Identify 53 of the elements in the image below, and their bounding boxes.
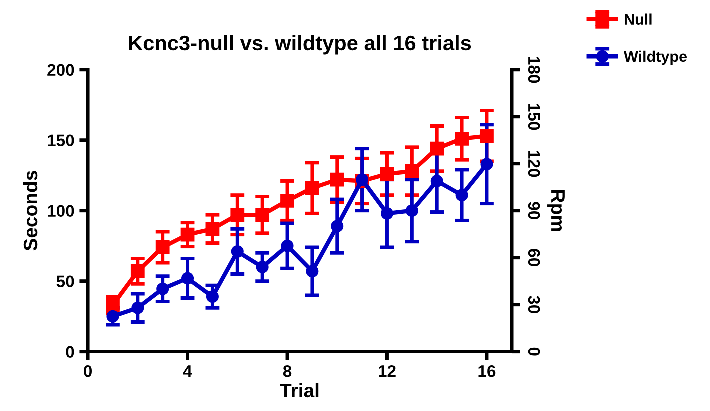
point xyxy=(156,240,170,254)
point xyxy=(230,208,245,222)
point xyxy=(281,240,294,252)
point xyxy=(331,220,344,233)
y2-tick-label: 0 xyxy=(528,348,540,356)
point xyxy=(405,164,420,178)
point xyxy=(305,181,320,196)
point xyxy=(132,302,144,314)
y-tick-label: 50 xyxy=(56,276,74,288)
y-tick-label: 0 xyxy=(66,346,74,358)
point xyxy=(380,207,394,220)
point xyxy=(180,228,195,242)
point xyxy=(106,298,120,312)
point xyxy=(256,260,269,274)
point xyxy=(130,264,145,278)
point xyxy=(231,245,244,258)
point xyxy=(206,222,220,236)
point xyxy=(306,265,319,278)
y-tick-label: 100 xyxy=(48,205,74,218)
y2-axis-title: Rpm xyxy=(548,190,565,232)
x-tick-label: 8 xyxy=(283,365,292,378)
y2-tick-label: 30 xyxy=(528,296,540,314)
point xyxy=(106,310,120,323)
y-tick-label: 200 xyxy=(48,64,74,76)
y2-tick-label: 180 xyxy=(528,57,540,84)
point xyxy=(480,129,494,144)
point xyxy=(156,282,170,296)
point xyxy=(430,174,444,188)
y2-tick-label: 150 xyxy=(528,104,540,130)
x-tick-label: 0 xyxy=(84,365,92,378)
y-tick-label: 150 xyxy=(48,134,74,147)
point xyxy=(280,194,294,208)
point xyxy=(455,132,469,146)
x-axis-title: Trial xyxy=(280,383,319,398)
point xyxy=(480,158,494,171)
point xyxy=(456,189,468,202)
point xyxy=(206,290,219,304)
point xyxy=(256,208,270,222)
y2-tick-label: 90 xyxy=(528,202,540,220)
x-tick-label: 16 xyxy=(478,365,496,378)
x-tick-label: 4 xyxy=(183,366,192,378)
x-tick-label: 12 xyxy=(379,365,396,378)
legend-label: Null xyxy=(625,14,652,25)
y2-tick-label: 120 xyxy=(528,151,540,178)
point xyxy=(330,172,344,187)
point xyxy=(182,272,194,285)
y-axis-title: Seconds xyxy=(23,171,38,251)
point xyxy=(430,142,444,156)
chart-title: Kcnc3-null vs. wildtype all 16 trials xyxy=(129,35,472,55)
legend-label: Wildtype xyxy=(624,50,687,66)
point xyxy=(380,167,394,182)
point xyxy=(406,204,418,218)
y2-tick-label: 60 xyxy=(528,249,540,266)
